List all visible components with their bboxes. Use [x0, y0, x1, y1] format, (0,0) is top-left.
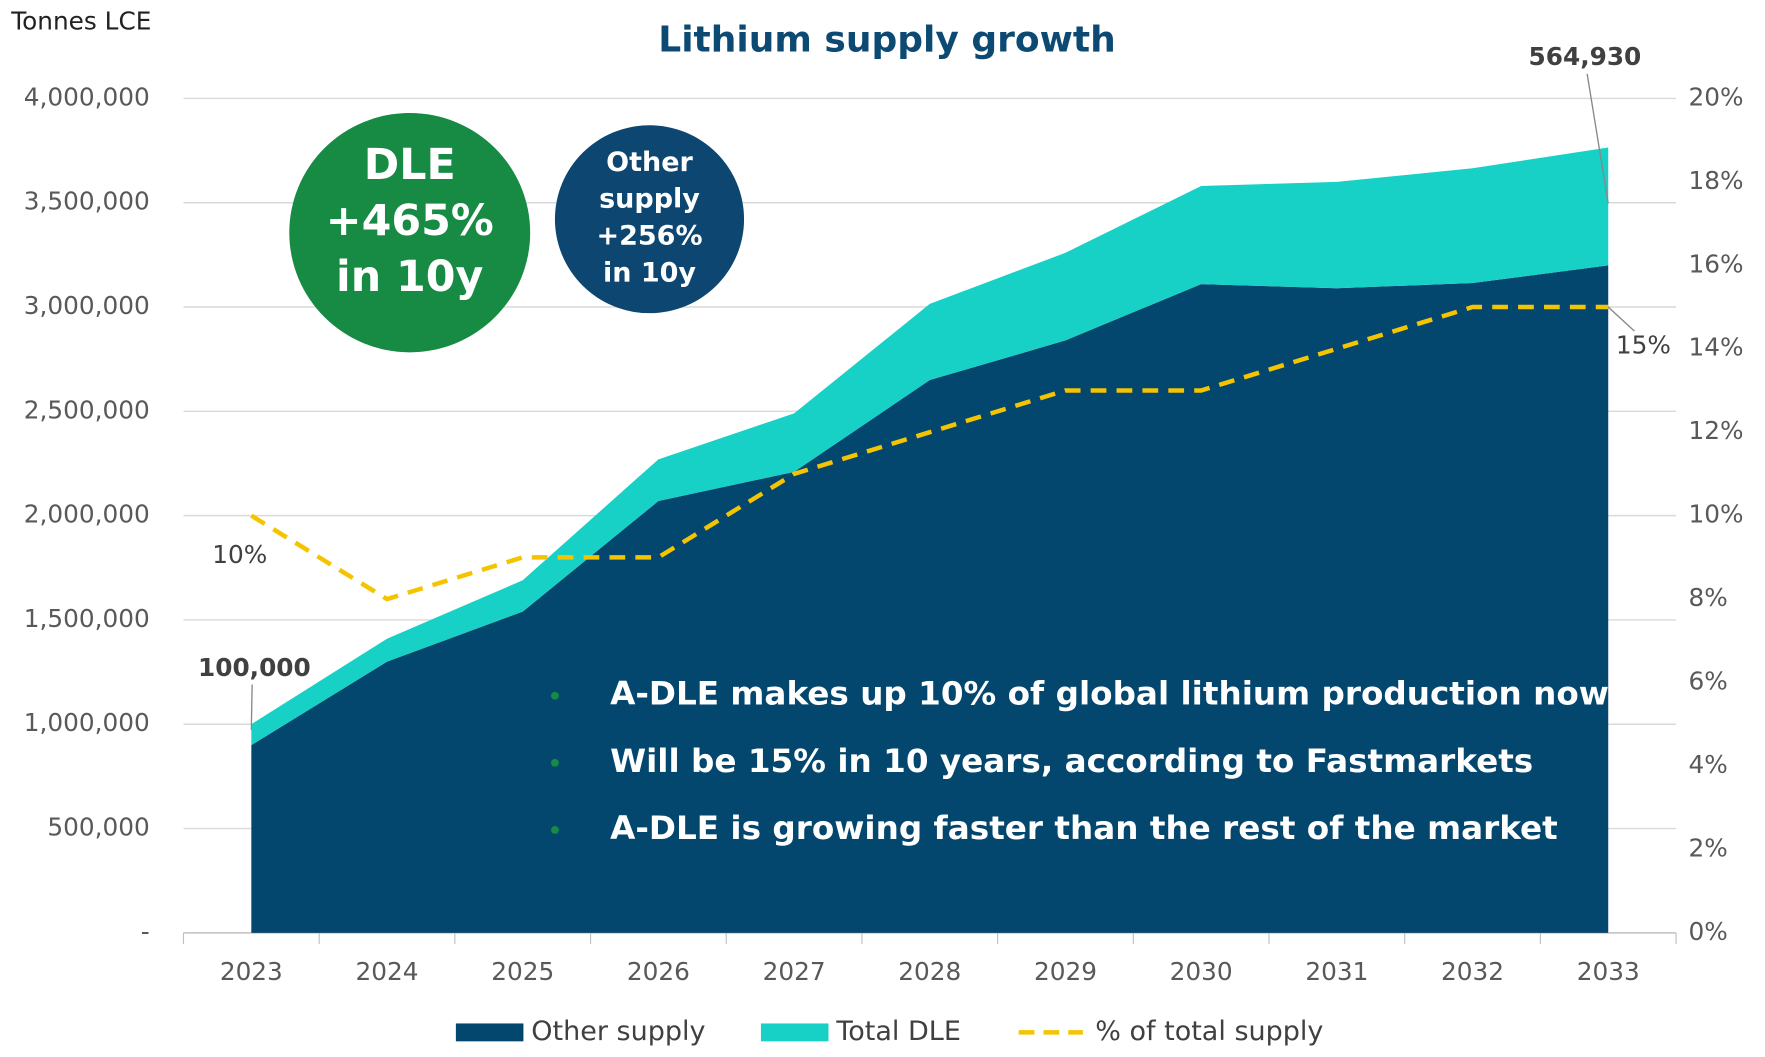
y2-tick-label: 6%: [1688, 667, 1727, 696]
leader-line: [1586, 73, 1609, 204]
y-axis-label: Tonnes LCE: [10, 6, 151, 35]
y2-tick-label: 18%: [1688, 166, 1743, 195]
y2-tick-label: 16%: [1688, 249, 1743, 278]
data-label: 15%: [1616, 331, 1671, 360]
dle-circle-text: in 10y: [336, 252, 484, 302]
y-tick-label: 3,500,000: [24, 187, 150, 216]
line: [250, 304, 1609, 602]
legend-label: Other supply: [531, 1016, 705, 1047]
y-tick-label: -: [141, 917, 150, 946]
y-tick-label: 500,000: [47, 813, 149, 842]
bullet-dot: [550, 691, 559, 700]
other-circle-text: in 10y: [603, 258, 697, 289]
y2-tick-label: 2%: [1688, 833, 1727, 862]
dle-circle-text: DLE: [364, 140, 456, 190]
leader-line: [1607, 306, 1635, 332]
data-label: 10%: [212, 540, 267, 569]
y-tick-label: 2,500,000: [24, 395, 150, 424]
y2-tick-label: 10%: [1688, 500, 1743, 529]
legend-label: Total DLE: [835, 1016, 961, 1047]
data-label: 100,000: [198, 653, 311, 682]
bullet-text: A-DLE is growing faster than the rest of…: [610, 809, 1558, 847]
other-circle: [554, 125, 745, 314]
y-tick-label: 4,000,000: [24, 82, 150, 111]
other-circle-text: Other: [606, 147, 693, 178]
y2-tick-label: 14%: [1688, 333, 1743, 362]
x-tick-label: 2028: [898, 957, 961, 986]
legend-swatch: [455, 1023, 524, 1042]
legend-swatch: [760, 1023, 829, 1042]
area: [251, 265, 1609, 933]
y-tick-label: 2,000,000: [24, 500, 150, 529]
dle-circle-text: +465%: [326, 196, 494, 246]
legend-label: % of total supply: [1095, 1016, 1323, 1047]
dle-circle: [289, 112, 531, 353]
x-tick-label: 2024: [356, 957, 419, 986]
y2-tick-label: 4%: [1688, 750, 1727, 779]
x-tick-label: 2031: [1305, 957, 1368, 986]
x-tick-label: 2032: [1441, 957, 1504, 986]
y-tick-label: 3,000,000: [24, 291, 150, 320]
x-tick-label: 2033: [1577, 957, 1640, 986]
y2-tick-label: 20%: [1688, 82, 1743, 111]
leader-line: [250, 684, 253, 730]
bullet-dot: [550, 826, 559, 834]
bullet-text: A-DLE makes up 10% of global lithium pro…: [610, 675, 1609, 713]
y2-tick-label: 8%: [1688, 583, 1727, 612]
x-tick-label: 2026: [627, 957, 690, 986]
area: [251, 147, 1609, 746]
bullet-dot: [550, 758, 559, 767]
chart-title: Lithium supply growth: [658, 19, 1115, 60]
x-tick-label: 2029: [1034, 957, 1097, 986]
other-circle-text: +256%: [596, 221, 702, 252]
y2-tick-label: 0%: [1688, 917, 1727, 946]
y2-tick-label: 12%: [1688, 416, 1743, 445]
y-tick-label: 1,000,000: [24, 708, 150, 737]
x-tick-label: 2030: [1170, 957, 1233, 986]
other-circle-text: supply: [599, 184, 700, 215]
x-tick-label: 2023: [220, 957, 283, 986]
x-tick-label: 2025: [491, 957, 554, 986]
data-label: 564,930: [1529, 42, 1642, 71]
bullet-text: Will be 15% in 10 years, according to Fa…: [610, 742, 1533, 780]
x-tick-label: 2027: [763, 957, 826, 986]
y-tick-label: 1,500,000: [24, 604, 150, 633]
